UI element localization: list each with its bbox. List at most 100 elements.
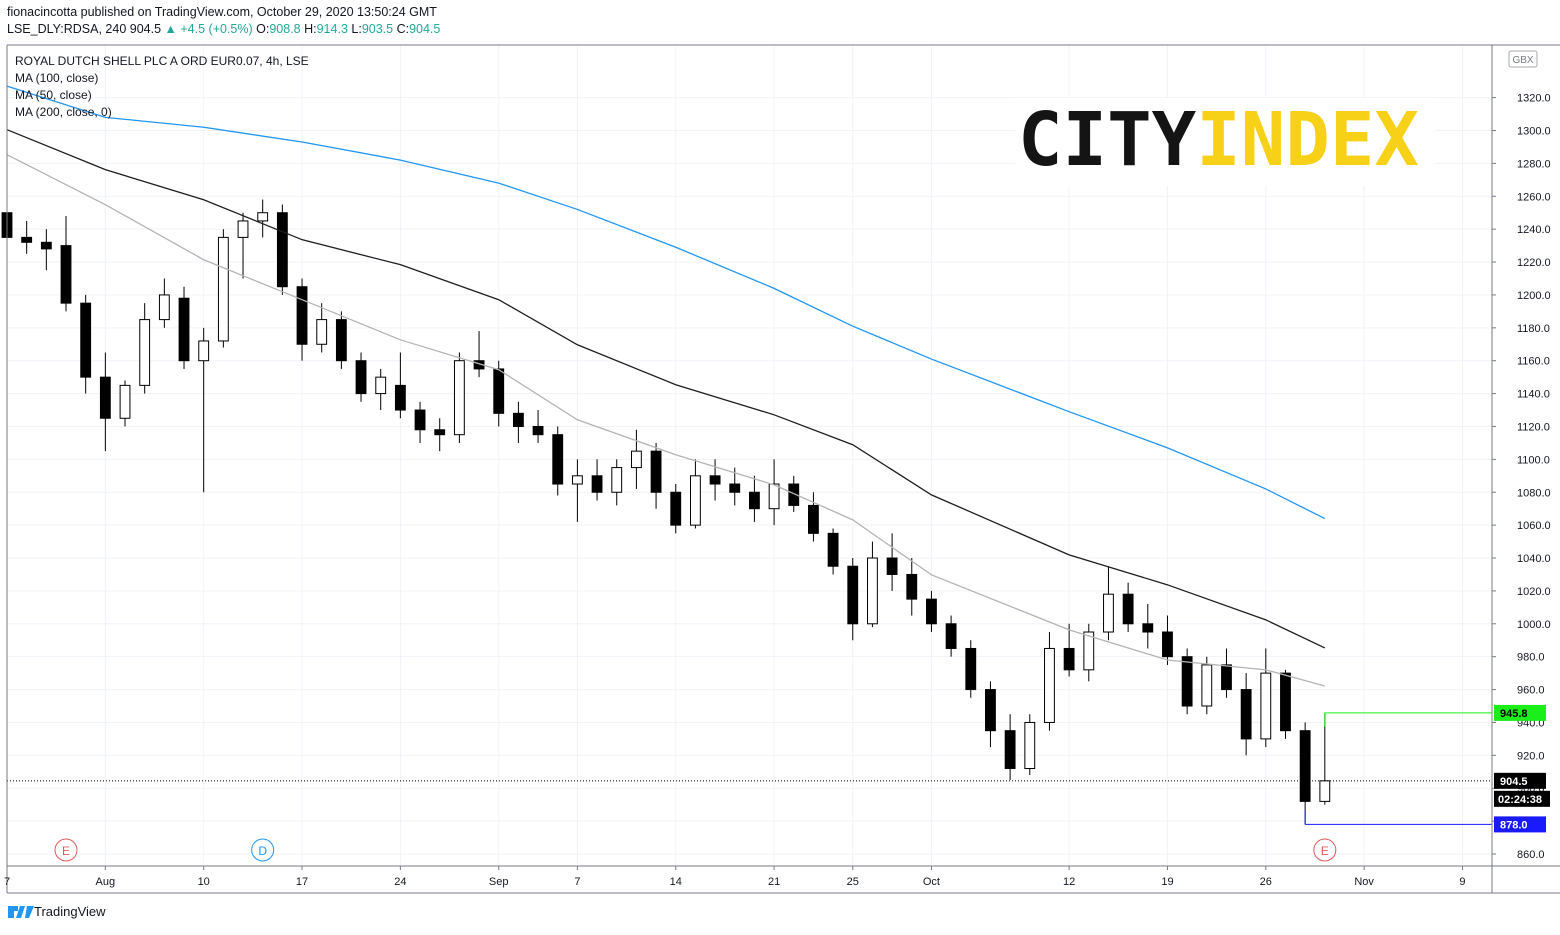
c-key: C: bbox=[397, 22, 410, 36]
candle-body bbox=[945, 623, 957, 649]
y-tick-label: 1120.0 bbox=[1517, 421, 1550, 433]
candle-body bbox=[1083, 631, 1095, 671]
candle-body bbox=[886, 557, 898, 575]
currency: GBX bbox=[1512, 55, 1533, 66]
candle-body bbox=[40, 241, 52, 250]
candle-body bbox=[21, 236, 33, 243]
candle-body bbox=[808, 504, 819, 534]
logo-city: CITYINDEX bbox=[1018, 97, 1419, 183]
symbol-line: LSE_DLY:RDSA, 240 904.5 ▲ +4.5 (+0.5%) O… bbox=[7, 22, 440, 36]
event-marker bbox=[54, 838, 78, 862]
price-marker-label: 945.8 bbox=[1500, 708, 1528, 720]
candle-body bbox=[414, 409, 426, 431]
candle-body bbox=[906, 573, 918, 600]
candle-body bbox=[139, 319, 151, 386]
y-tick-label: 1220.0 bbox=[1517, 257, 1551, 269]
x-tick-label: 14 bbox=[670, 876, 682, 888]
y-tick-label: 1240.0 bbox=[1517, 224, 1551, 236]
legend: ROYAL DUTCH SHELL PLC A ORD EUR0.07, 4h,… bbox=[15, 54, 309, 119]
logo-right: INDEX bbox=[1196, 97, 1419, 183]
candle-body bbox=[847, 565, 859, 625]
h-value: 914.3 bbox=[317, 22, 348, 36]
candle-body bbox=[709, 475, 721, 485]
candle-body bbox=[749, 491, 760, 510]
y-tick-label: 920.0 bbox=[1517, 750, 1545, 762]
event-label: D bbox=[258, 844, 267, 858]
candle-body bbox=[316, 319, 328, 345]
candle-body bbox=[630, 450, 642, 469]
y-tick-label: 1260.0 bbox=[1517, 191, 1551, 203]
x-tick-label: Oct bbox=[923, 876, 940, 888]
y-tick-label: 960.0 bbox=[1517, 685, 1545, 697]
candle-body bbox=[867, 557, 878, 625]
logo-bg bbox=[1015, 98, 1435, 186]
candle-body bbox=[1280, 672, 1291, 732]
c-value: 904.5 bbox=[409, 22, 440, 36]
candle-body bbox=[591, 475, 603, 493]
candle-body bbox=[1004, 730, 1016, 769]
candle-body bbox=[335, 319, 347, 362]
countdown-box bbox=[1494, 790, 1550, 807]
y-tick-label: 1020.0 bbox=[1517, 586, 1551, 598]
candle-body bbox=[1044, 647, 1055, 723]
legend-entry: MA (50, close) bbox=[15, 88, 92, 102]
y-tick-label: 980.0 bbox=[1517, 652, 1545, 664]
candle-body bbox=[1063, 647, 1075, 671]
candle-body bbox=[611, 467, 623, 493]
candle-body bbox=[1299, 730, 1311, 802]
change: ▲ +4.5 (+0.5%) bbox=[165, 22, 253, 36]
y-tick-label: 1300.0 bbox=[1517, 126, 1551, 138]
currency-box bbox=[1508, 50, 1538, 68]
y-tick-label: 1200.0 bbox=[1517, 290, 1551, 302]
candle-body bbox=[237, 220, 249, 238]
x-tick-label: 26 bbox=[1260, 876, 1272, 888]
candle-body bbox=[178, 297, 190, 362]
price-marker-label: 878.0 bbox=[1500, 819, 1528, 831]
candle-body bbox=[729, 483, 741, 493]
price-marker bbox=[1494, 816, 1546, 833]
last-price: 904.5 bbox=[130, 22, 161, 36]
event-marker bbox=[251, 838, 275, 862]
y-tick-label: 1280.0 bbox=[1517, 158, 1551, 170]
candle-body bbox=[198, 340, 210, 362]
y-tick-label: 1080.0 bbox=[1517, 487, 1551, 499]
candle-body bbox=[965, 647, 977, 691]
logo-left: CITY bbox=[1018, 97, 1197, 183]
x-tick-label: 19 bbox=[1161, 876, 1173, 888]
x-tick-label: 7 bbox=[4, 876, 10, 888]
candle-body bbox=[985, 689, 996, 732]
candle-body bbox=[1221, 664, 1232, 691]
x-tick-label: 7 bbox=[574, 876, 580, 888]
countdown: 02:24:38 bbox=[1498, 794, 1542, 806]
candle-body bbox=[493, 368, 505, 414]
o-value: 908.8 bbox=[269, 22, 300, 36]
candle-body bbox=[355, 360, 367, 395]
candle-body bbox=[434, 429, 446, 436]
moving-average bbox=[6, 129, 1326, 649]
l-key: L: bbox=[351, 22, 361, 36]
candle-body bbox=[80, 302, 92, 378]
candle-body bbox=[1142, 623, 1154, 633]
y-tick-label: 1160.0 bbox=[1517, 356, 1550, 368]
candle-body bbox=[1201, 664, 1213, 707]
symbol: LSE_DLY:RDSA, 240 bbox=[7, 22, 126, 36]
x-tick-label: 12 bbox=[1063, 876, 1075, 888]
candle-body bbox=[296, 286, 308, 345]
candle-body bbox=[1122, 593, 1134, 625]
legend-entry: MA (200, close, 0) bbox=[15, 105, 112, 119]
legend-entry: MA (100, close) bbox=[15, 71, 98, 85]
candle-body bbox=[926, 598, 937, 625]
grid bbox=[6, 45, 1492, 866]
event-label: E bbox=[1321, 844, 1329, 858]
candle-body bbox=[1103, 593, 1114, 633]
candle-body bbox=[375, 376, 387, 395]
y-tick-label: 1140.0 bbox=[1517, 389, 1550, 401]
candle-body bbox=[60, 245, 72, 304]
event-marker bbox=[1313, 838, 1337, 862]
candle-body bbox=[257, 212, 269, 222]
candle-body bbox=[650, 450, 662, 493]
y-tick-label: 1040.0 bbox=[1517, 553, 1551, 565]
o-key: O: bbox=[256, 22, 269, 36]
